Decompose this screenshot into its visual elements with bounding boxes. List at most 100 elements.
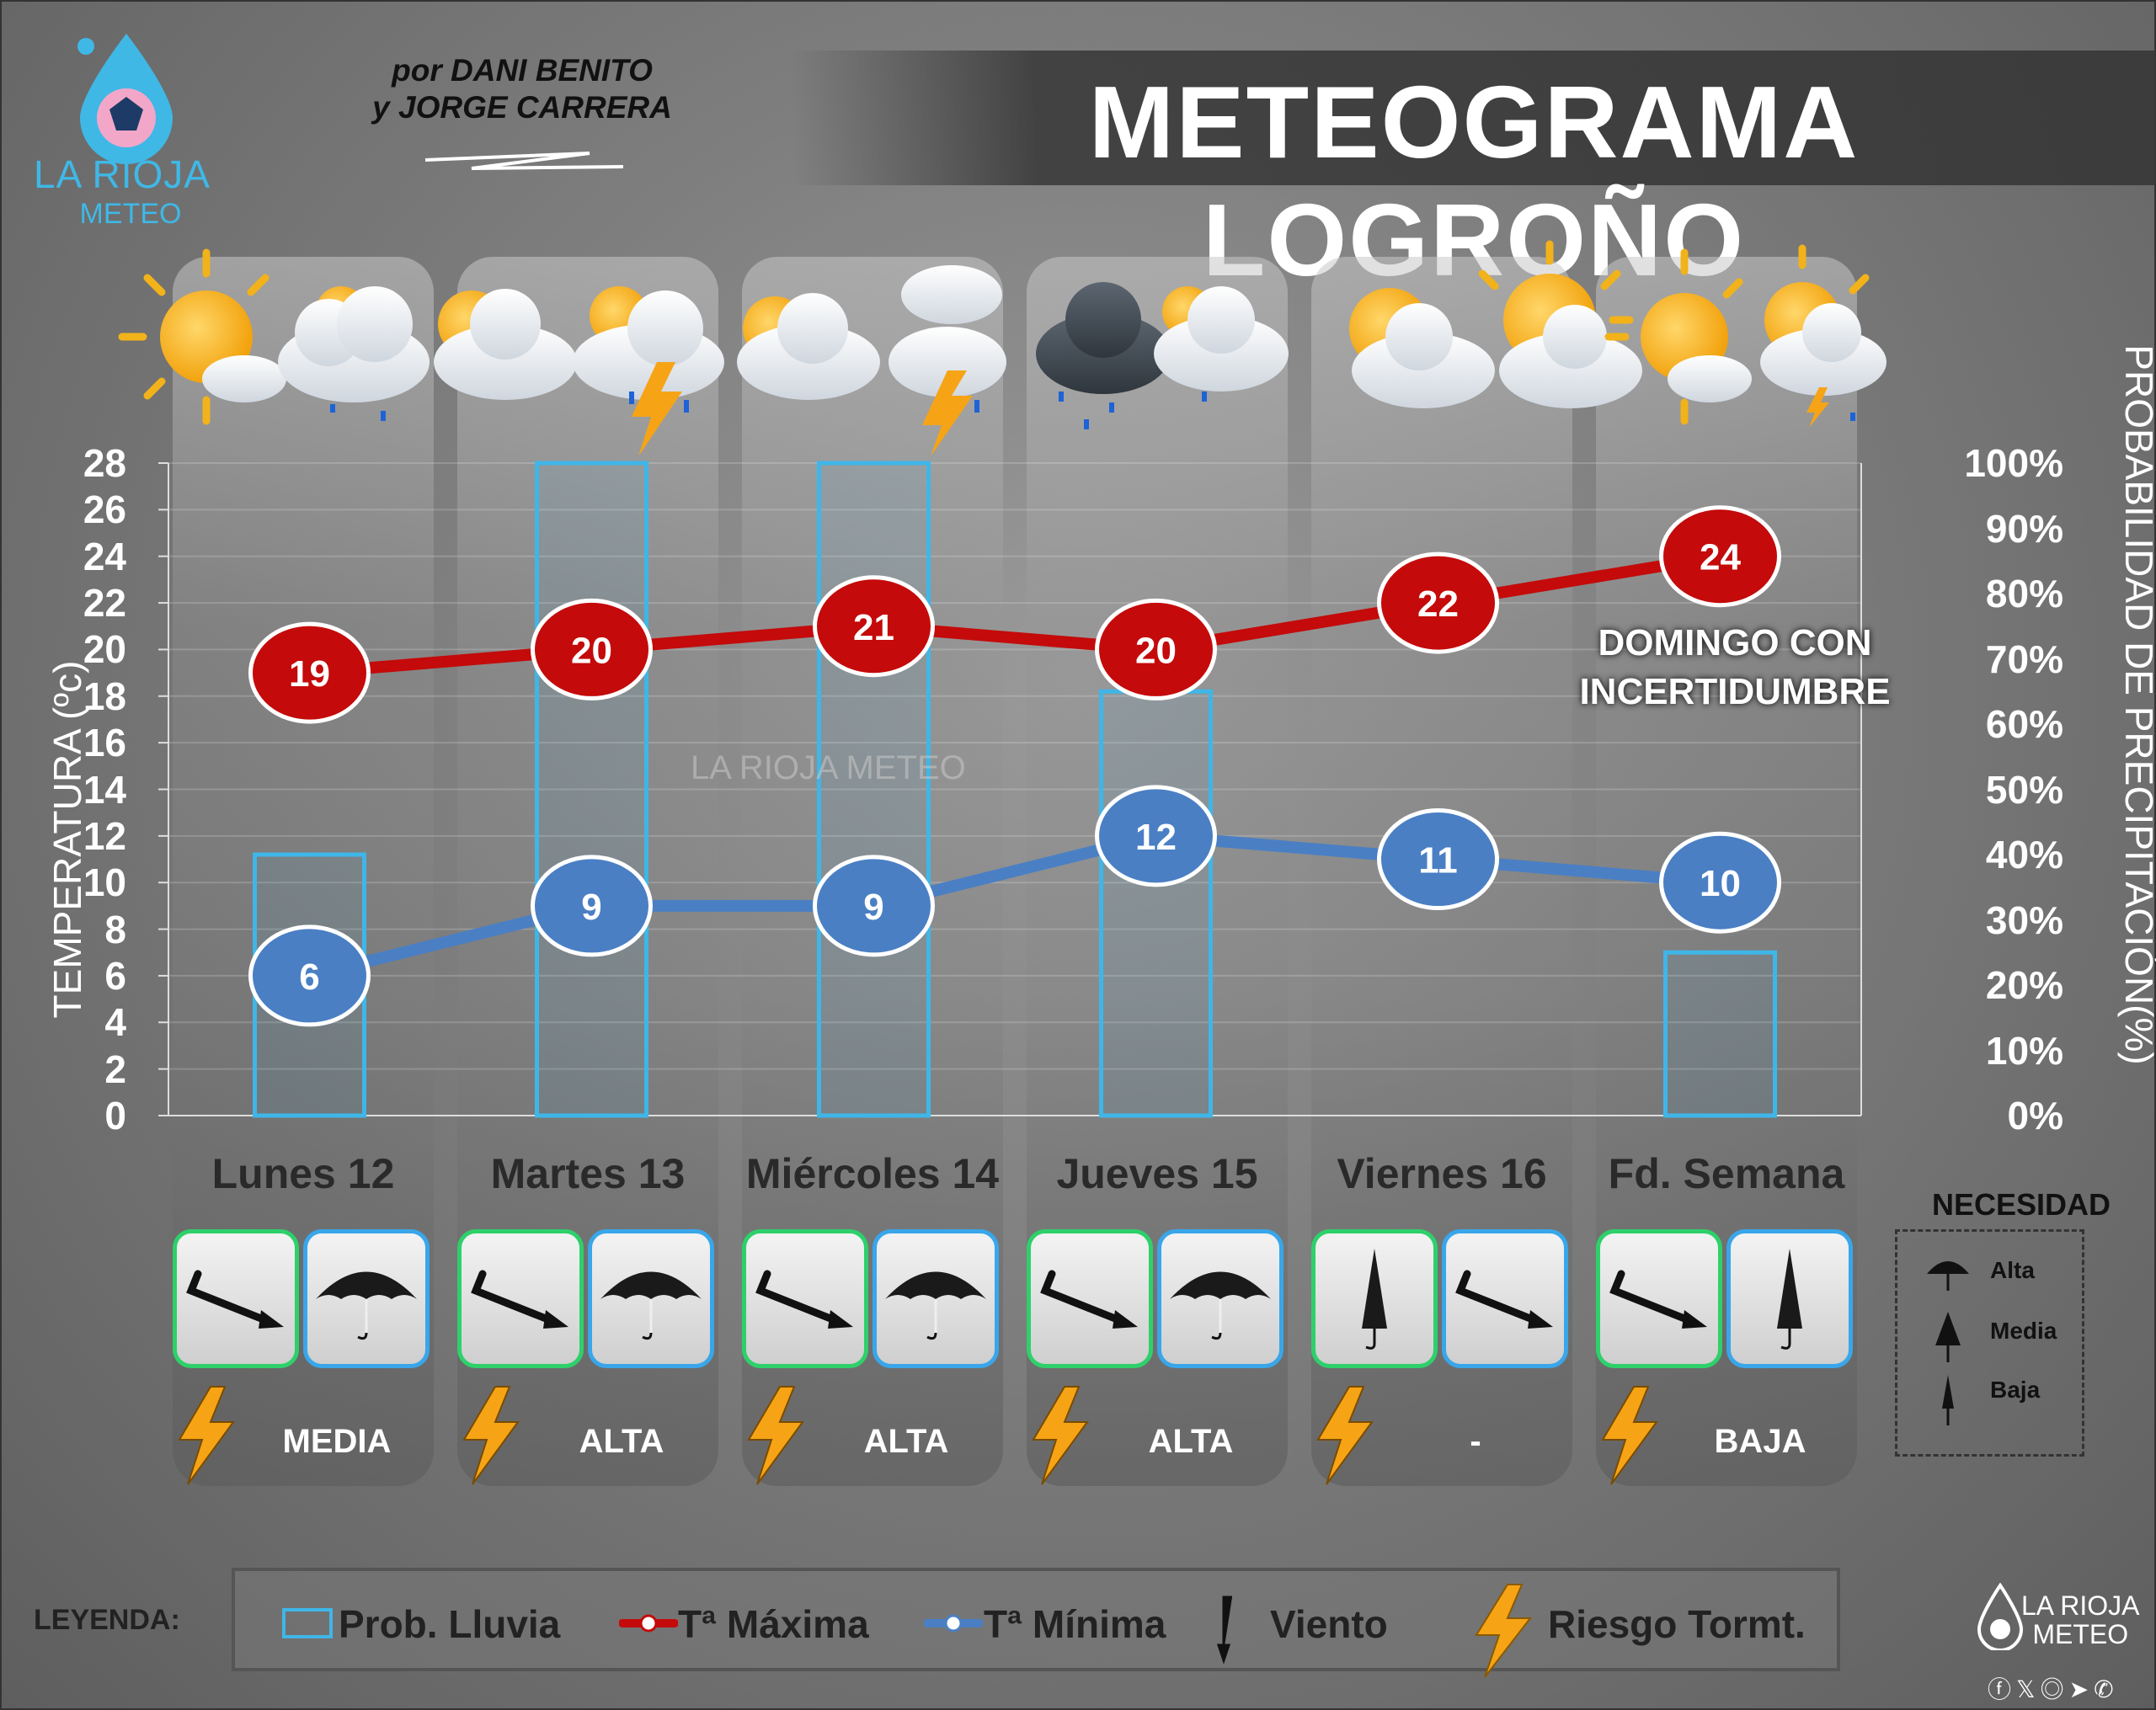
- footer-logo-line-1: LA RIOJA: [2021, 1590, 2140, 1621]
- day-label: Miércoles 14: [745, 1150, 1000, 1197]
- y-right-tick-label: 50%: [1985, 767, 2063, 812]
- meteogram-chart: 6 9 9 12 11 10 19 20 21 20 22 24: [158, 461, 1862, 1118]
- day-label: Lunes 12: [211, 1150, 395, 1197]
- y-tick-label: 22: [83, 581, 126, 626]
- min-temp-label: 11: [1418, 840, 1458, 882]
- lightning-icon: [742, 1385, 809, 1490]
- min-temp-marker: [1659, 831, 1781, 934]
- umbrella-half-icon: [1935, 1312, 1961, 1362]
- day-label: Viernes 16: [1337, 1150, 1547, 1197]
- x-icon[interactable]: 𝕏: [2016, 1676, 2041, 1702]
- umbrella-open-icon: [316, 1271, 417, 1340]
- logo-subtext: METEO: [79, 198, 182, 230]
- rain-bars: [253, 461, 1777, 1118]
- max-temp-marker: [813, 575, 935, 678]
- y-tick-label: 18: [83, 674, 126, 718]
- sun-cloud-icon: [1604, 244, 1886, 428]
- min-temp-marker: [248, 924, 371, 1027]
- necesidad-title: NECESIDAD: [1931, 1187, 2111, 1222]
- legend-min: Tª Mínima: [984, 1602, 1166, 1646]
- day-label: Fd. Semana: [1608, 1150, 1845, 1197]
- y-right-tick-label: 100%: [1964, 441, 2063, 485]
- day-label: Jueves 15: [1056, 1150, 1258, 1197]
- umbrella-box: [873, 1229, 999, 1368]
- wind-arrow-icon: [471, 1270, 568, 1329]
- umbrella-box: [1442, 1229, 1568, 1368]
- wind-arrow-icon: [1217, 1595, 1232, 1665]
- rain-bar: [1663, 950, 1777, 1118]
- min-temp-label: 12: [1135, 817, 1177, 858]
- instagram-icon[interactable]: ◎: [2040, 1676, 2069, 1702]
- max-temp-line: [303, 550, 1726, 679]
- sun-cloud-icon: [118, 248, 430, 425]
- wind-box: [1311, 1229, 1438, 1368]
- y-right-tick-label: 80%: [1985, 572, 2063, 615]
- rain-bar: [1099, 689, 1213, 1118]
- uncertainty-note: DOMINGO CON INCERTIDUMBRE: [1566, 619, 1903, 716]
- whatsapp-icon[interactable]: ✆: [2094, 1676, 2119, 1702]
- storm-risk-label: BAJA: [1714, 1423, 1806, 1460]
- necesidad-legend: Alta Media Baja: [1895, 1229, 2084, 1457]
- max-temp-label: 22: [1417, 583, 1459, 625]
- y-tick-label: 24: [83, 534, 126, 578]
- y-tick-label: 14: [83, 767, 126, 812]
- min-temp-label: 9: [581, 887, 601, 928]
- max-temp-label: 20: [571, 630, 612, 671]
- max-temp-label: 19: [289, 653, 330, 695]
- wind-box: [1027, 1229, 1153, 1368]
- legend-label: LEYENDA:: [34, 1604, 180, 1636]
- wind-box: [173, 1229, 299, 1368]
- y-right-tick-label: 10%: [1985, 1028, 2063, 1073]
- umbrella-box: [1726, 1229, 1853, 1368]
- footer-logo-icon: [1977, 1583, 2024, 1650]
- authors-line-2: y JORGE CARRERA: [372, 90, 672, 125]
- necesidad-media: Media: [1990, 1318, 2057, 1344]
- y-tick-label: 8: [104, 907, 126, 951]
- umbrella-open-icon: [600, 1271, 702, 1340]
- watermark: LA RIOJA METEO: [691, 749, 966, 786]
- y-right-tick-label: 0%: [2007, 1094, 2063, 1137]
- wind-box: [742, 1229, 868, 1368]
- storm-risk-label: ALTA: [1148, 1423, 1234, 1460]
- uncertainty-note-line-2: INCERTIDUMBRE: [1579, 671, 1891, 712]
- facebook-icon[interactable]: ⓕ: [1988, 1676, 2017, 1702]
- social-icons: ⓕ𝕏◎➤✆: [1988, 1671, 2119, 1705]
- signature-icon: [424, 152, 624, 170]
- day-label: Martes 13: [490, 1150, 686, 1197]
- y-tick-label: 28: [83, 441, 126, 485]
- wind-arrow-icon: [755, 1270, 853, 1329]
- logo-drop-icon: [77, 34, 173, 164]
- storm-risk-label: -: [1470, 1423, 1481, 1460]
- title-band: [792, 51, 2156, 185]
- footer-logo-line-2: METEO: [2032, 1619, 2129, 1649]
- max-temp-marker: [1095, 598, 1217, 701]
- min-temp-label: 6: [299, 956, 319, 998]
- max-legend-swatch: [619, 1614, 678, 1633]
- umbrella-box: [588, 1229, 714, 1368]
- storm-cloud-icon: [737, 265, 1006, 455]
- telegram-icon[interactable]: ➤: [2068, 1676, 2095, 1702]
- lightning-icon: [457, 1385, 525, 1490]
- y-tick-label: 16: [83, 721, 126, 765]
- uncertainty-note-line-1: DOMINGO CON: [1598, 622, 1872, 663]
- min-temp-line: [303, 829, 1726, 982]
- legend: [232, 1568, 1840, 1671]
- temperature-lines: [303, 550, 1726, 982]
- temperature-markers: 6 9 9 12 11 10 19 20 21 20 22 24: [248, 505, 1781, 1027]
- min-temp-marker: [813, 855, 935, 957]
- y-right-tick-label: 70%: [1985, 637, 2063, 681]
- rain-bar: [817, 461, 931, 1118]
- min-temp-marker: [1095, 785, 1217, 887]
- footer-logo: LA RIOJA METEO: [2021, 1591, 2140, 1649]
- y-tick-label: 12: [83, 813, 126, 858]
- y-tick-label: 10: [83, 860, 126, 905]
- min-temp-label: 10: [1700, 863, 1741, 904]
- authors: por DANI BENITO y JORGE CARRERA: [345, 52, 699, 126]
- min-temp-marker: [1377, 808, 1499, 911]
- storm-risk-label: MEDIA: [282, 1423, 392, 1460]
- wind-arrow-icon: [186, 1270, 284, 1329]
- lightning-icon: [1596, 1385, 1663, 1490]
- y-right-tick-label: 60%: [1985, 702, 2063, 746]
- y-right-tick-label: 40%: [1985, 833, 2063, 876]
